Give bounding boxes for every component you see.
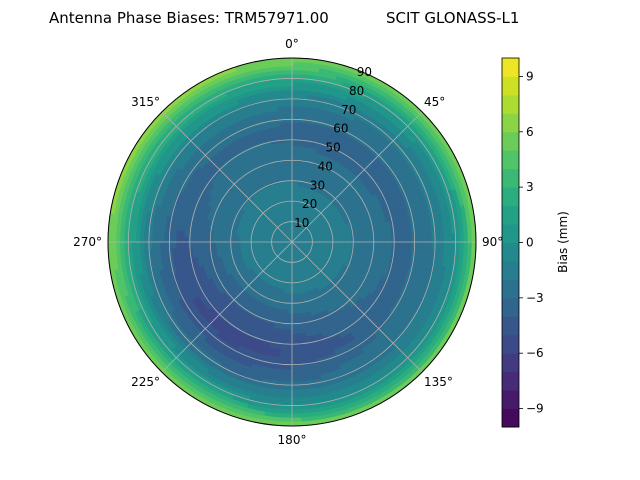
chart-title-right: SCIT GLONASS-L1	[386, 9, 519, 27]
chart-title-left: Antenna Phase Biases: TRM57971.00	[49, 9, 329, 27]
bias-contour-fill	[108, 58, 476, 426]
polar-plot: 0°45°90°135°180°225°270°315° 10203040506…	[73, 37, 503, 447]
